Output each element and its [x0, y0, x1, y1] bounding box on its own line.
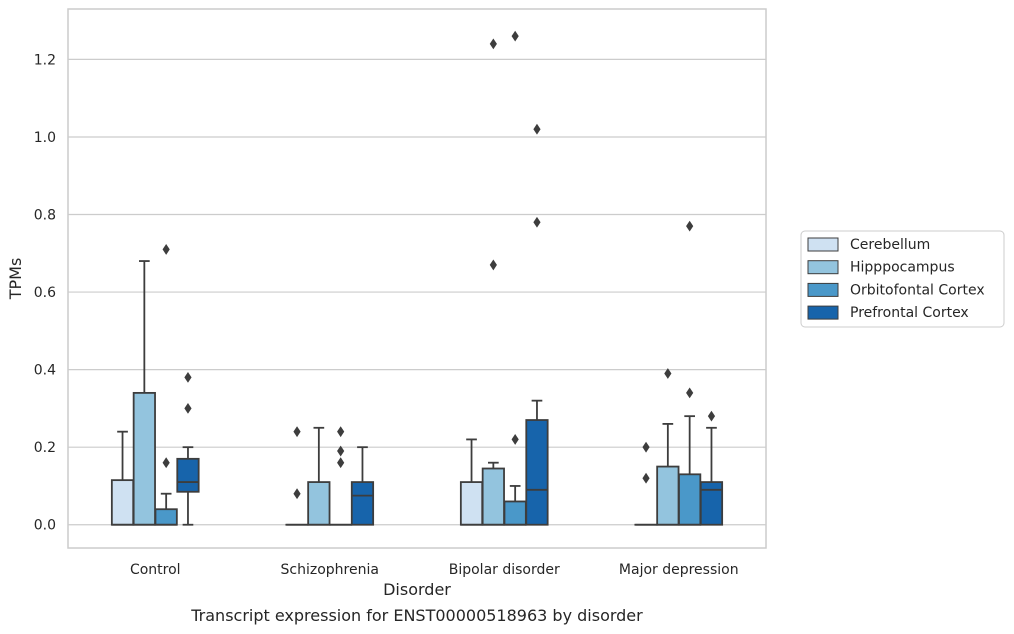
box-cerebellum — [110, 430, 135, 526]
box-iqr — [154, 508, 178, 526]
legend-swatch — [807, 282, 839, 297]
x-tick-label: Bipolar disorder — [449, 562, 560, 578]
x-tick-label: Control — [130, 562, 181, 578]
outlier-point — [162, 244, 170, 255]
outlier-point — [686, 220, 694, 232]
plot-frame — [67, 8, 767, 549]
y-axis-ticks: 0.0 0.2 0.4 0.6 0.8 1.0 1.2 — [34, 52, 56, 533]
box-iqr — [110, 479, 135, 526]
outlier-point — [511, 30, 519, 42]
x-tick-label: Schizophrenia — [281, 562, 379, 578]
box-hipppocampus — [481, 38, 505, 526]
box-prefrontal-cortex — [176, 371, 200, 526]
x-tick-label: Major depression — [619, 562, 739, 578]
legend-label: Cerebellum — [850, 237, 930, 253]
box-iqr — [656, 465, 680, 526]
outlier-point — [533, 123, 541, 135]
outlier-point — [337, 445, 345, 457]
outlier-point — [642, 472, 650, 484]
box-plot-chart: 0.0 0.2 0.4 0.6 0.8 1.0 1.2 Control Schizophren… — [6, 8, 1005, 599]
y-tick-label: 0.6 — [34, 285, 56, 301]
box-orbitofontal-cortex — [154, 244, 178, 526]
outlier-point — [184, 371, 192, 383]
box-orbitofontal-cortex — [678, 220, 702, 526]
legend-label: Prefrontal Cortex — [850, 305, 969, 321]
outlier-point — [162, 457, 170, 469]
outlier-point — [337, 457, 345, 469]
x-axis-ticks: Control Schizophrenia Bipolar disorder Majo… — [130, 562, 739, 578]
box-iqr — [350, 481, 375, 526]
outlier-point — [489, 259, 497, 271]
box-prefrontal-cortex — [350, 446, 375, 526]
outlier-point — [533, 216, 541, 228]
box-cerebellum — [459, 438, 484, 526]
outlier-point — [337, 426, 345, 438]
box-iqr — [307, 481, 331, 526]
box-series — [110, 30, 724, 526]
legend-label: Orbitofontal Cortex — [850, 282, 985, 298]
box-prefrontal-cortex — [699, 410, 724, 526]
legend: Cerebellum Hipppocampus Orbitofontal Corte… — [800, 230, 1005, 328]
box-iqr — [525, 419, 549, 526]
legend-frame — [800, 230, 1005, 328]
box-cerebellum — [634, 441, 658, 526]
box-iqr — [132, 391, 156, 526]
outlier-point — [489, 38, 497, 50]
outlier-point — [686, 387, 694, 399]
box-hipppocampus — [132, 260, 156, 526]
gridlines — [68, 58, 766, 526]
legend-swatch — [807, 305, 839, 320]
box-iqr — [503, 500, 527, 526]
box-orbitofontal-cortex — [329, 426, 353, 526]
box-iqr — [459, 481, 484, 526]
y-tick-label: 1.2 — [34, 52, 56, 68]
outlier-point — [642, 441, 650, 453]
box-iqr — [176, 457, 200, 493]
box-orbitofontal-cortex — [503, 30, 527, 526]
chart-caption: Transcript expression for ENST0000051896… — [191, 606, 643, 625]
y-tick-label: 0.8 — [34, 208, 56, 224]
box-iqr — [699, 481, 724, 526]
outlier-point — [293, 488, 301, 500]
legend-swatch — [807, 237, 839, 252]
y-axis-label: TPMs — [6, 258, 25, 301]
y-tick-label: 0.2 — [34, 440, 56, 456]
legend-swatch — [807, 260, 839, 275]
outlier-point — [511, 434, 519, 445]
x-axis-label: Disorder — [383, 580, 451, 599]
outlier-point — [293, 426, 301, 438]
box-iqr — [481, 467, 505, 526]
box-hipppocampus — [656, 368, 680, 526]
legend-label: Hipppocampus — [850, 260, 955, 276]
y-tick-label: 1.0 — [34, 130, 56, 146]
y-tick-label: 0.4 — [34, 363, 56, 379]
outlier-point — [707, 410, 716, 422]
box-cerebellum — [285, 426, 309, 526]
outlier-point — [664, 368, 672, 379]
y-tick-label: 0.0 — [34, 518, 56, 534]
box-hipppocampus — [307, 426, 331, 526]
box-prefrontal-cortex — [525, 123, 549, 526]
box-iqr — [678, 473, 702, 526]
outlier-point — [184, 403, 192, 414]
